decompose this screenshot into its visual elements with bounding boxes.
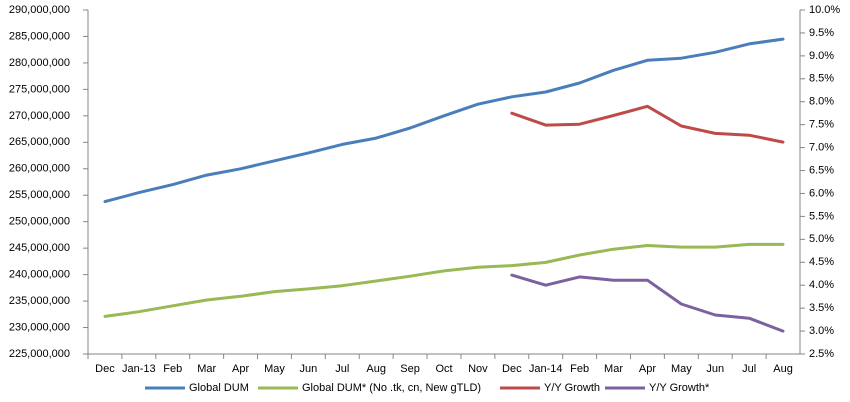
y-tick-label: 255,000,000: [9, 189, 70, 201]
y2-tick-label: 3.5%: [809, 302, 834, 314]
y2-tick-label: 9.0%: [809, 50, 834, 62]
x-tick-label: Aug: [366, 363, 386, 375]
y2-tick-label: 6.0%: [809, 187, 834, 199]
y2-tick-label: 9.5%: [809, 27, 834, 39]
y-tick-label: 240,000,000: [9, 269, 70, 281]
y2-tick-label: 6.5%: [809, 164, 834, 176]
x-tick-label: Feb: [570, 363, 589, 375]
y2-tick-label: 4.5%: [809, 256, 834, 268]
x-tick-label: Mar: [604, 363, 623, 375]
x-tick-label: Jan-14: [529, 363, 563, 375]
x-tick-label: Dec: [95, 363, 115, 375]
y-tick-label: 250,000,000: [9, 216, 70, 228]
y-tick-label: 275,000,000: [9, 83, 70, 95]
y-tick-label: 290,000,000: [9, 4, 70, 16]
x-tick-label: May: [671, 363, 692, 375]
x-tick-label: Oct: [435, 363, 452, 375]
x-tick-label: Aug: [773, 363, 793, 375]
x-tick-label: Jan-13: [122, 363, 156, 375]
y2-tick-label: 8.5%: [809, 73, 834, 85]
x-tick-label: Jul: [742, 363, 756, 375]
y-tick-label: 260,000,000: [9, 163, 70, 175]
legend-label: Y/Y Growth*: [649, 382, 710, 394]
x-tick-label: Apr: [232, 363, 249, 375]
y-tick-label: 270,000,000: [9, 110, 70, 122]
x-tick-label: Jun: [706, 363, 724, 375]
y2-tick-label: 4.0%: [809, 279, 834, 291]
y2-tick-label: 10.0%: [809, 4, 840, 16]
y-tick-label: 235,000,000: [9, 295, 70, 307]
y2-tick-label: 8.0%: [809, 96, 834, 108]
x-tick-label: Nov: [468, 363, 488, 375]
series-line: [103, 37, 785, 204]
y2-tick-label: 5.5%: [809, 210, 834, 222]
x-tick-label: May: [264, 363, 285, 375]
x-tick-label: Dec: [502, 363, 522, 375]
y-tick-label: 280,000,000: [9, 57, 70, 69]
y2-tick-label: 7.0%: [809, 142, 834, 154]
y2-tick-label: 7.5%: [809, 119, 834, 131]
x-tick-label: Apr: [639, 363, 656, 375]
x-tick-label: Mar: [197, 363, 216, 375]
x-tick-label: Sep: [400, 363, 420, 375]
y-tick-label: 225,000,000: [9, 348, 70, 360]
series-line: [510, 273, 785, 333]
series-line: [103, 242, 785, 318]
series-line: [510, 104, 785, 144]
x-tick-label: Jul: [335, 363, 349, 375]
y-tick-label: 265,000,000: [9, 136, 70, 148]
y-tick-label: 285,000,000: [9, 30, 70, 42]
x-tick-label: Jun: [300, 363, 318, 375]
y2-tick-label: 5.0%: [809, 233, 834, 245]
y-tick-label: 245,000,000: [9, 242, 70, 254]
legend-label: Global DUM* (No .tk, cn, New gTLD): [302, 382, 481, 394]
y2-tick-label: 2.5%: [809, 348, 834, 360]
legend-label: Y/Y Growth: [544, 382, 600, 394]
x-tick-label: Feb: [163, 363, 182, 375]
y2-tick-label: 3.0%: [809, 325, 834, 337]
y-tick-label: 230,000,000: [9, 321, 70, 333]
legend-label: Global DUM: [189, 382, 249, 394]
